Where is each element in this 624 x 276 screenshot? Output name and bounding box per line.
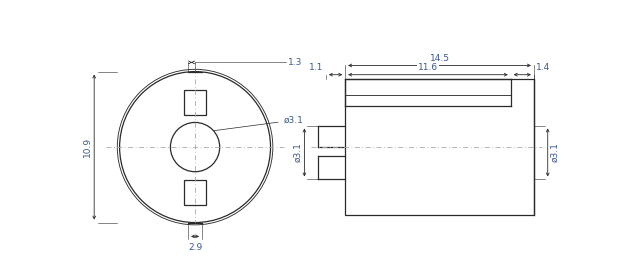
Text: 11.6: 11.6 (418, 63, 438, 72)
Text: 14.5: 14.5 (429, 54, 449, 63)
Text: ø3.1: ø3.1 (550, 142, 559, 162)
Bar (184, 90, 206, 115)
Text: ø3.1: ø3.1 (293, 142, 302, 162)
Text: 1.4: 1.4 (536, 63, 550, 72)
Text: 1.3: 1.3 (288, 58, 302, 67)
Text: ø3.1: ø3.1 (214, 116, 303, 131)
Text: 1.1: 1.1 (310, 63, 324, 72)
Text: 2.9: 2.9 (188, 243, 202, 251)
Bar (184, 180, 206, 205)
Bar (345, 79, 534, 215)
Text: 10.9: 10.9 (83, 137, 92, 157)
